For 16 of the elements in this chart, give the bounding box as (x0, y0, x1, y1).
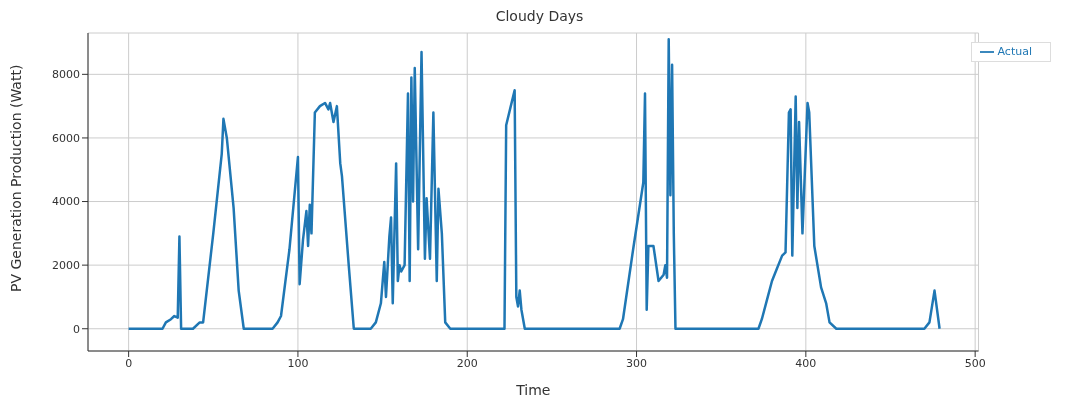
x-tick-label: 400 (795, 356, 817, 370)
x-tick-label: 200 (456, 356, 478, 370)
x-tick-label: 500 (964, 356, 986, 370)
y-axis-title: PV Generation Production (Watt) (7, 64, 24, 292)
y-tick-label: 8000 (52, 68, 80, 82)
y-tick-label: 2000 (52, 259, 80, 273)
y-tick-label: 0 (73, 322, 80, 336)
chart-title: Cloudy Days (494, 8, 585, 26)
y-tick-label: 6000 (52, 131, 80, 145)
x-tick-label: 300 (626, 356, 648, 370)
x-axis-title: Time (515, 381, 551, 398)
line-series (127, 38, 941, 330)
x-tick-label: 0 (125, 356, 133, 370)
legend-label: Actual (997, 45, 1032, 58)
y-tick-label: 4000 (52, 195, 80, 209)
x-tick-label: 100 (287, 356, 309, 370)
